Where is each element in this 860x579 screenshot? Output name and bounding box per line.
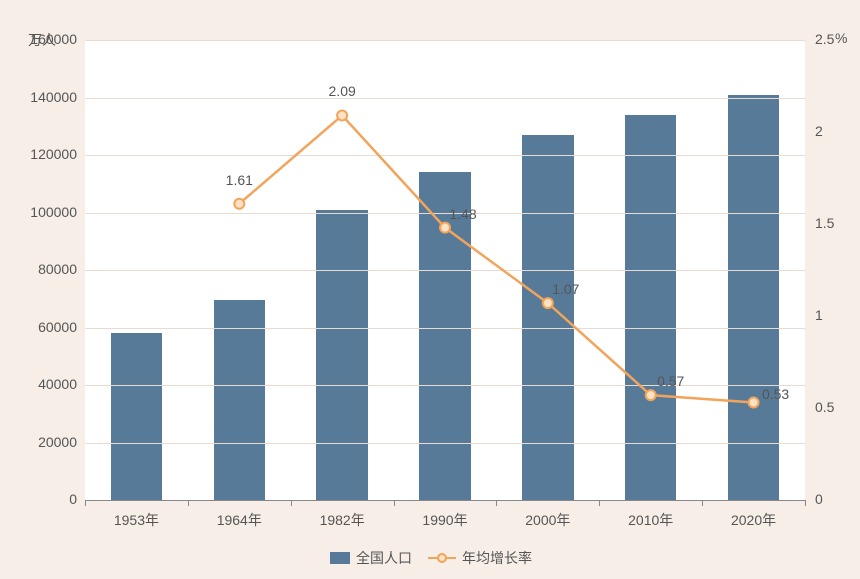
bar (214, 300, 265, 500)
y-right-tick: 1 (815, 307, 823, 323)
gridline (85, 40, 805, 41)
y-left-tick: 20000 (38, 434, 77, 450)
gridline (85, 443, 805, 444)
line-value-label: 1.48 (449, 206, 476, 222)
x-tick-mark (291, 500, 292, 506)
gridline (85, 213, 805, 214)
y-left-tick: 100000 (30, 204, 77, 220)
x-tick-mark (702, 500, 703, 506)
y-right-tick: 1.5 (815, 215, 834, 231)
line-value-label: 2.09 (329, 83, 356, 99)
y-left-tick: 140000 (30, 89, 77, 105)
line-value-label: 1.61 (226, 172, 253, 188)
y-right-tick: 2.5 (815, 31, 834, 47)
x-tick-mark (85, 500, 86, 506)
x-tick-label: 1953年 (114, 510, 159, 530)
y-left-tick: 0 (69, 491, 77, 507)
line-value-label: 0.53 (762, 386, 789, 402)
bar (111, 333, 162, 500)
x-tick-mark (394, 500, 395, 506)
gridline (85, 328, 805, 329)
y-left-tick: 160000 (30, 31, 77, 47)
gridline (85, 155, 805, 156)
y-right-tick: 2 (815, 123, 823, 139)
x-tick-label: 1982年 (320, 510, 365, 530)
line-value-label: 0.57 (657, 373, 684, 389)
bar (522, 135, 573, 500)
x-tick-label: 2000年 (525, 510, 570, 530)
x-tick-mark (805, 500, 806, 506)
legend-label: 年均增长率 (462, 548, 532, 568)
legend-swatch-line (428, 552, 456, 564)
x-tick-mark (496, 500, 497, 506)
bar (316, 210, 367, 500)
legend-item: 年均增长率 (428, 548, 532, 568)
legend-item: 全国人口 (330, 548, 412, 568)
legend-label: 全国人口 (356, 548, 412, 568)
y-right-tick: 0 (815, 491, 823, 507)
y-right-tick: 0.5 (815, 399, 834, 415)
y-left-tick: 40000 (38, 376, 77, 392)
legend-swatch-bar (330, 552, 350, 564)
right-axis-unit: % (835, 30, 847, 46)
x-tick-mark (188, 500, 189, 506)
x-tick-mark (599, 500, 600, 506)
x-tick-label: 1990年 (422, 510, 467, 530)
gridline (85, 270, 805, 271)
x-axis-line (85, 500, 805, 501)
y-left-tick: 60000 (38, 319, 77, 335)
x-tick-label: 1964年 (217, 510, 262, 530)
y-left-tick: 120000 (30, 146, 77, 162)
gridline (85, 98, 805, 99)
x-tick-label: 2020年 (731, 510, 776, 530)
line-value-label: 1.07 (552, 281, 579, 297)
legend: 全国人口 年均增长率 (330, 548, 532, 568)
x-tick-label: 2010年 (628, 510, 673, 530)
gridline (85, 385, 805, 386)
y-left-tick: 80000 (38, 261, 77, 277)
population-chart: 万人%0200004000060000800001000001200001400… (0, 0, 860, 579)
